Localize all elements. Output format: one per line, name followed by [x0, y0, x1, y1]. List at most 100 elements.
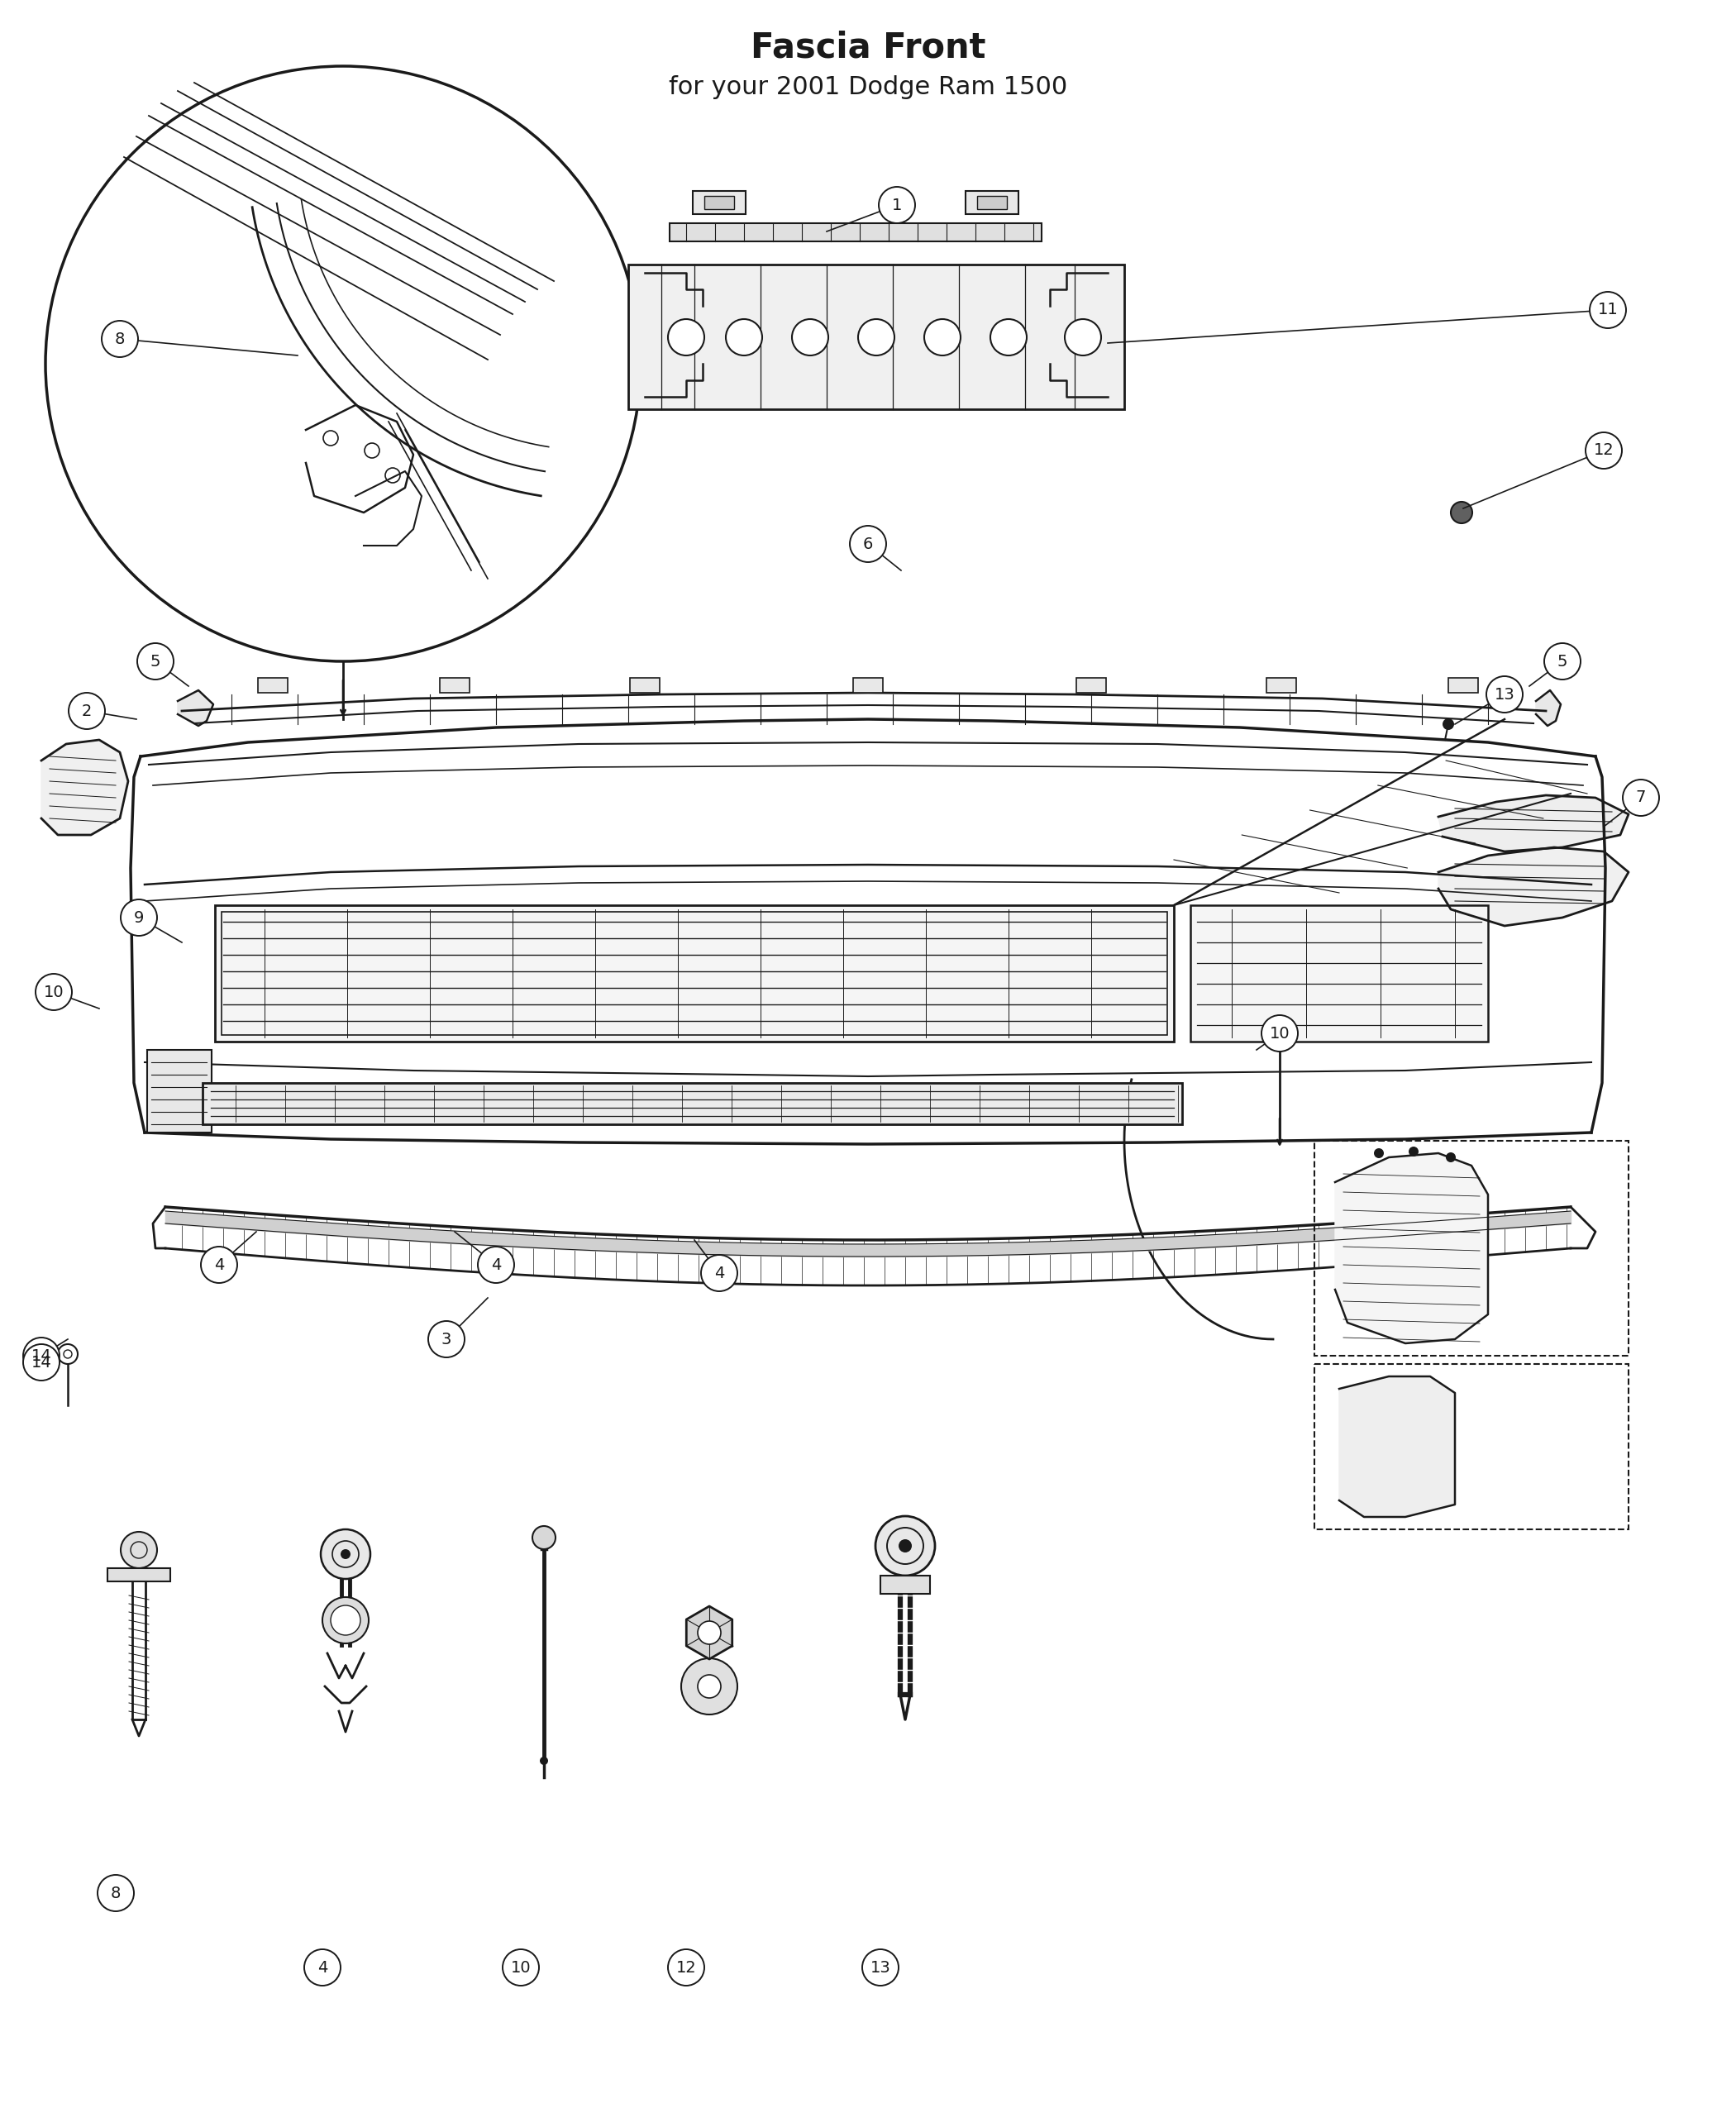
Bar	[628, 264, 1125, 409]
Text: 12: 12	[675, 1960, 696, 1975]
Bar	[880, 1575, 930, 1594]
Circle shape	[858, 318, 894, 356]
Text: 10: 10	[510, 1960, 531, 1975]
Circle shape	[1451, 502, 1472, 523]
Circle shape	[875, 1516, 936, 1575]
Bar	[852, 679, 884, 694]
Bar	[1076, 679, 1106, 694]
Text: 10: 10	[1269, 1024, 1290, 1041]
Polygon shape	[1335, 1153, 1488, 1343]
Circle shape	[698, 1676, 720, 1697]
Circle shape	[45, 65, 641, 662]
Circle shape	[97, 1874, 134, 1912]
Circle shape	[1064, 318, 1101, 356]
Bar	[1448, 679, 1477, 694]
Circle shape	[1545, 643, 1580, 679]
Circle shape	[1262, 1016, 1299, 1052]
Polygon shape	[177, 689, 214, 725]
Text: 13: 13	[870, 1960, 891, 1975]
Circle shape	[429, 1322, 465, 1358]
Circle shape	[1585, 432, 1621, 468]
Circle shape	[340, 1549, 351, 1560]
Text: 5: 5	[151, 653, 160, 668]
Text: 14: 14	[31, 1355, 52, 1370]
Circle shape	[1486, 677, 1522, 713]
Text: 4: 4	[491, 1256, 502, 1273]
Circle shape	[503, 1950, 538, 1986]
Bar	[259, 679, 288, 694]
Bar	[148, 1050, 212, 1132]
Circle shape	[102, 320, 139, 356]
Polygon shape	[42, 740, 128, 835]
Circle shape	[304, 1950, 340, 1986]
Circle shape	[878, 188, 915, 223]
Polygon shape	[686, 1606, 733, 1659]
Bar	[215, 904, 1174, 1041]
Text: 1: 1	[892, 198, 903, 213]
Circle shape	[899, 1539, 911, 1551]
Circle shape	[990, 318, 1026, 356]
Text: 8: 8	[115, 331, 125, 348]
Text: 4: 4	[713, 1265, 724, 1282]
Circle shape	[201, 1246, 238, 1284]
Text: 11: 11	[1597, 301, 1618, 318]
Bar	[705, 196, 734, 209]
Polygon shape	[1536, 689, 1561, 725]
Text: 7: 7	[1635, 790, 1646, 805]
Circle shape	[35, 974, 71, 1010]
Bar	[977, 196, 1007, 209]
Circle shape	[701, 1254, 738, 1292]
Text: 4: 4	[318, 1960, 328, 1975]
Bar	[108, 1568, 170, 1581]
Bar	[203, 1084, 1182, 1124]
Circle shape	[323, 1598, 368, 1644]
Bar	[1314, 1364, 1628, 1528]
Circle shape	[924, 318, 960, 356]
Circle shape	[1623, 780, 1660, 816]
Bar	[693, 192, 746, 215]
Circle shape	[1373, 1149, 1384, 1157]
Circle shape	[330, 1606, 361, 1636]
Circle shape	[69, 694, 104, 729]
Bar	[439, 679, 469, 694]
Text: 2: 2	[82, 704, 92, 719]
Circle shape	[23, 1345, 59, 1381]
Circle shape	[851, 525, 885, 563]
Bar	[965, 192, 1019, 215]
Circle shape	[1408, 1147, 1418, 1157]
Circle shape	[726, 318, 762, 356]
Circle shape	[792, 318, 828, 356]
Text: 10: 10	[43, 984, 64, 999]
Circle shape	[477, 1246, 514, 1284]
Circle shape	[321, 1528, 370, 1579]
Text: 6: 6	[863, 535, 873, 552]
Bar	[1267, 679, 1297, 694]
Circle shape	[1446, 1153, 1457, 1162]
Circle shape	[1443, 719, 1455, 729]
Bar	[630, 679, 660, 694]
Text: 12: 12	[1594, 443, 1614, 457]
Polygon shape	[1338, 1377, 1455, 1518]
Circle shape	[122, 1533, 156, 1568]
Circle shape	[863, 1950, 899, 1986]
Polygon shape	[1439, 847, 1628, 925]
Circle shape	[681, 1659, 738, 1714]
Circle shape	[137, 643, 174, 679]
Bar	[1191, 904, 1488, 1041]
Text: 8: 8	[111, 1885, 122, 1901]
Text: Fascia Front: Fascia Front	[750, 32, 986, 65]
Circle shape	[23, 1339, 59, 1374]
Bar	[1314, 1140, 1628, 1355]
Circle shape	[1590, 291, 1627, 329]
Bar	[222, 913, 1167, 1035]
Text: for your 2001 Dodge Ram 1500: for your 2001 Dodge Ram 1500	[668, 74, 1068, 99]
Circle shape	[698, 1621, 720, 1644]
Text: 9: 9	[134, 911, 144, 925]
Circle shape	[533, 1526, 556, 1549]
Circle shape	[668, 1950, 705, 1986]
Circle shape	[540, 1756, 549, 1764]
Circle shape	[668, 318, 705, 356]
Text: 3: 3	[441, 1332, 451, 1347]
Circle shape	[122, 900, 156, 936]
Bar	[670, 223, 1042, 242]
